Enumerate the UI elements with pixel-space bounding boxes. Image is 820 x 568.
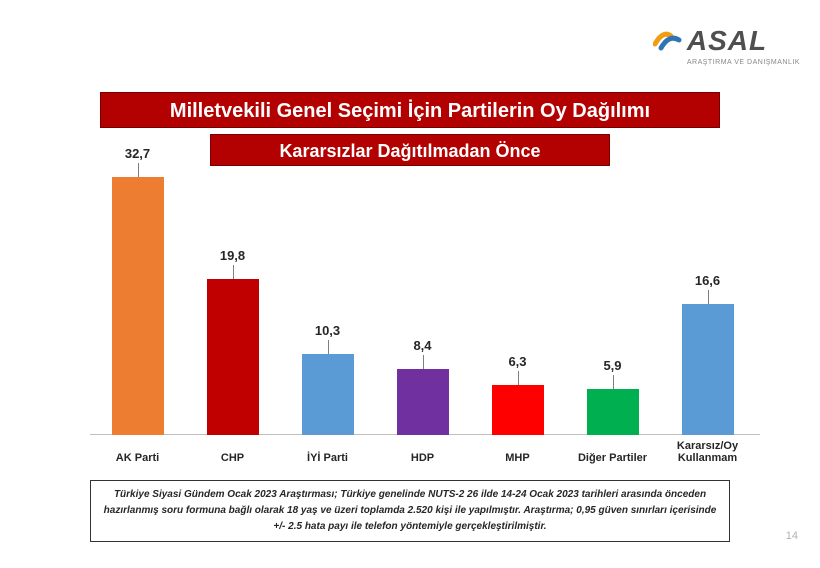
methodology-footnote: Türkiye Siyasi Gündem Ocak 2023 Araştırm… xyxy=(90,480,730,542)
bar xyxy=(302,354,354,435)
bar-value-label: 16,6 xyxy=(660,273,755,288)
bar-slot: 6,3 MHP xyxy=(470,175,565,465)
logo-mark-icon xyxy=(653,24,683,57)
bar-value-label: 19,8 xyxy=(185,248,280,263)
bar-value-label: 5,9 xyxy=(565,358,660,373)
bar-value-label: 8,4 xyxy=(375,338,470,353)
bar-category-label: CHP xyxy=(185,452,280,465)
chart-title-primary: Milletvekili Genel Seçimi İçin Partileri… xyxy=(100,92,720,128)
logo-subtitle: ARAŞTIRMA VE DANIŞMANLIK xyxy=(653,59,800,66)
value-leader-line xyxy=(613,375,614,389)
value-leader-line xyxy=(518,371,519,385)
bar-category-label: Diğer Partiler xyxy=(565,452,660,465)
bar-category-label: İYİ Parti xyxy=(280,452,375,465)
value-leader-line xyxy=(423,355,424,369)
bar-slot: 8,4 HDP xyxy=(375,175,470,465)
logo-text: ASAL xyxy=(687,27,767,55)
bar-slot: 10,3 İYİ Parti xyxy=(280,175,375,465)
bar-slot: 32,7AK Parti xyxy=(90,175,185,465)
logo-top-row: ASAL xyxy=(653,24,800,57)
page-number: 14 xyxy=(786,530,798,542)
bar xyxy=(112,177,164,435)
bar-category-label: MHP xyxy=(470,452,565,465)
bar-value-label: 6,3 xyxy=(470,354,565,369)
chart-title-secondary: Kararsızlar Dağıtılmadan Önce xyxy=(210,134,610,166)
bar xyxy=(587,389,639,435)
brand-logo: ASAL ARAŞTIRMA VE DANIŞMANLIK xyxy=(653,24,800,66)
value-leader-line xyxy=(138,163,139,177)
bar-slot: 5,9 Diğer Partiler xyxy=(565,175,660,465)
value-leader-line xyxy=(708,290,709,304)
value-leader-line xyxy=(233,265,234,279)
bar xyxy=(492,385,544,435)
bar-category-label: AK Parti xyxy=(90,452,185,465)
bar-slot: 16,6 Kararsız/Oy Kullanmam xyxy=(660,175,755,465)
value-leader-line xyxy=(328,340,329,354)
bar-category-label: Kararsız/Oy Kullanmam xyxy=(660,440,755,465)
bar xyxy=(207,279,259,435)
bar xyxy=(397,369,449,435)
bar-slot: 19,8 CHP xyxy=(185,175,280,465)
bar-value-label: 32,7 xyxy=(90,146,185,161)
bar-category-label: HDP xyxy=(375,452,470,465)
bar-value-label: 10,3 xyxy=(280,323,375,338)
bar-chart: 32,7AK Parti19,8CHP10,3İYİ Parti8,4HDP6,… xyxy=(90,175,760,465)
bar xyxy=(682,304,734,435)
